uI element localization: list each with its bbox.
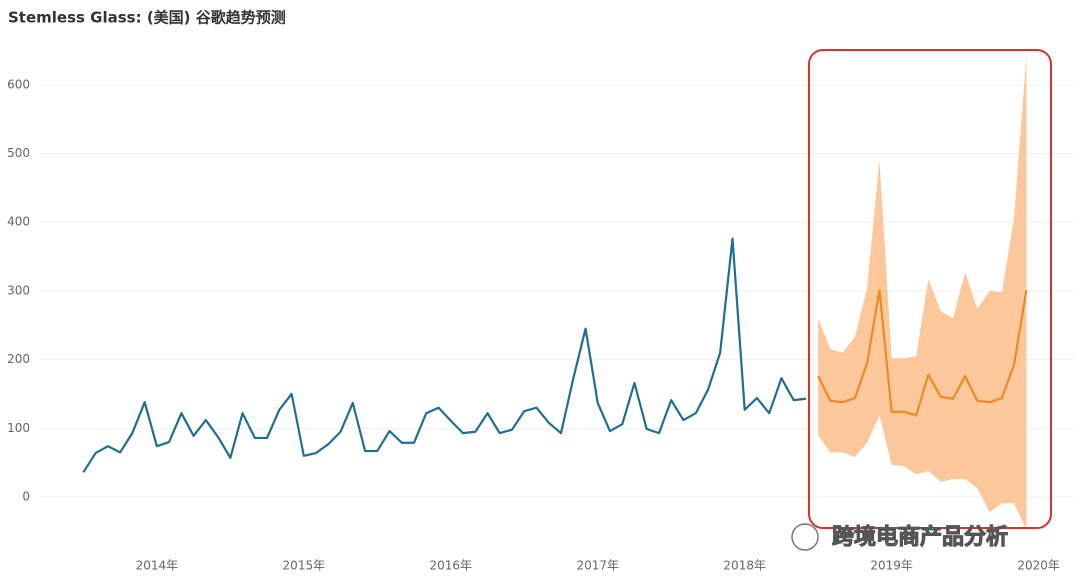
x-tick-label: 2019年	[870, 559, 913, 573]
series-line	[817, 289, 1028, 417]
y-tick-label: 100	[7, 421, 30, 435]
highlight-box	[808, 49, 1052, 529]
x-tick-label: 2017年	[576, 559, 619, 573]
y-tick-label: 500	[7, 146, 30, 160]
y-tick-label: 400	[7, 215, 30, 229]
watermark-icon	[791, 523, 819, 551]
y-tick-label: 300	[7, 283, 30, 297]
x-tick-label: 2016年	[430, 559, 473, 573]
forecast-band	[818, 55, 1027, 530]
series-line	[82, 237, 807, 473]
y-tick-label: 200	[7, 352, 30, 366]
y-tick-label: 0	[22, 490, 30, 504]
x-tick-label: 2015年	[283, 559, 326, 573]
y-tick-label: 600	[7, 77, 30, 91]
x-tick-label: 2020年	[1017, 559, 1060, 573]
chart-title: Stemless Glass: (美国) 谷歌趋势预测	[8, 9, 286, 27]
watermark: 跨境电商产品分析	[832, 524, 1008, 550]
x-tick-label: 2014年	[136, 559, 179, 573]
x-tick-label: 2018年	[723, 559, 766, 573]
